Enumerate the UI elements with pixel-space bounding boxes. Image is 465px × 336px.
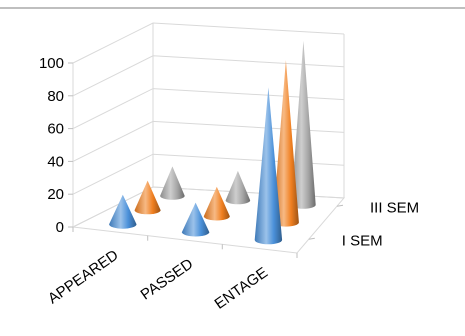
y-tick-label: 100: [39, 55, 64, 72]
y-tick-label: 80: [47, 88, 64, 105]
series-label-iii-sem: III SEM: [370, 199, 419, 216]
cone-passed-series-3: [225, 170, 251, 205]
y-tick-label: 40: [47, 153, 64, 170]
cone-appeared-series-1: [109, 194, 137, 229]
y-tick-label: 60: [47, 121, 64, 138]
top-border: [0, 7, 465, 9]
cone-percentage-series-3: [291, 40, 316, 209]
cone-percentage-series-2: [272, 60, 299, 227]
z-tick-mark: [308, 237, 315, 240]
cone-passed-series-2: [203, 186, 230, 221]
series-label-i-sem: I SEM: [342, 232, 383, 249]
y-tick-label: 20: [47, 186, 64, 203]
category-label-percentage: ENTAGE: [212, 264, 271, 313]
cone-appeared-series-2: [134, 180, 161, 215]
category-label-appeared: APPEARED: [45, 247, 122, 308]
cone-percentage-series-1: [254, 87, 283, 245]
category-label-passed: PASSED: [138, 255, 197, 303]
y-axis: 0 20 40 60 80 100: [39, 55, 73, 236]
y-tick-label: 0: [56, 219, 64, 236]
series-axis: I SEM III SEM: [308, 199, 419, 249]
cone-passed-series-1: [181, 202, 210, 237]
cones: [109, 40, 316, 245]
cone-appeared-series-3: [160, 166, 185, 200]
z-tick-mark: [336, 204, 344, 207]
